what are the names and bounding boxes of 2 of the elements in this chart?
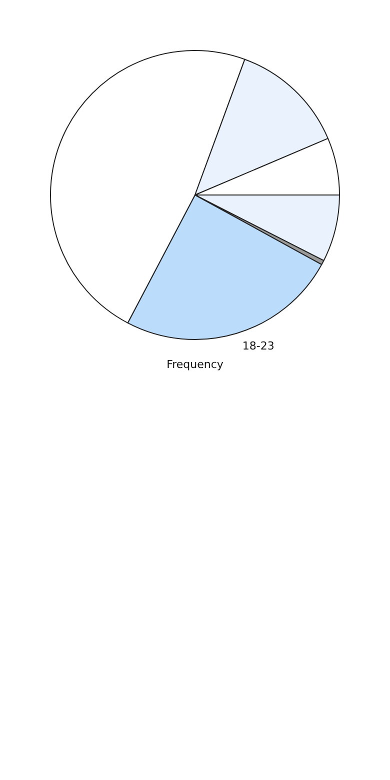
slice-label: 18-23: [242, 340, 274, 353]
text: Frequency: [166, 358, 224, 371]
